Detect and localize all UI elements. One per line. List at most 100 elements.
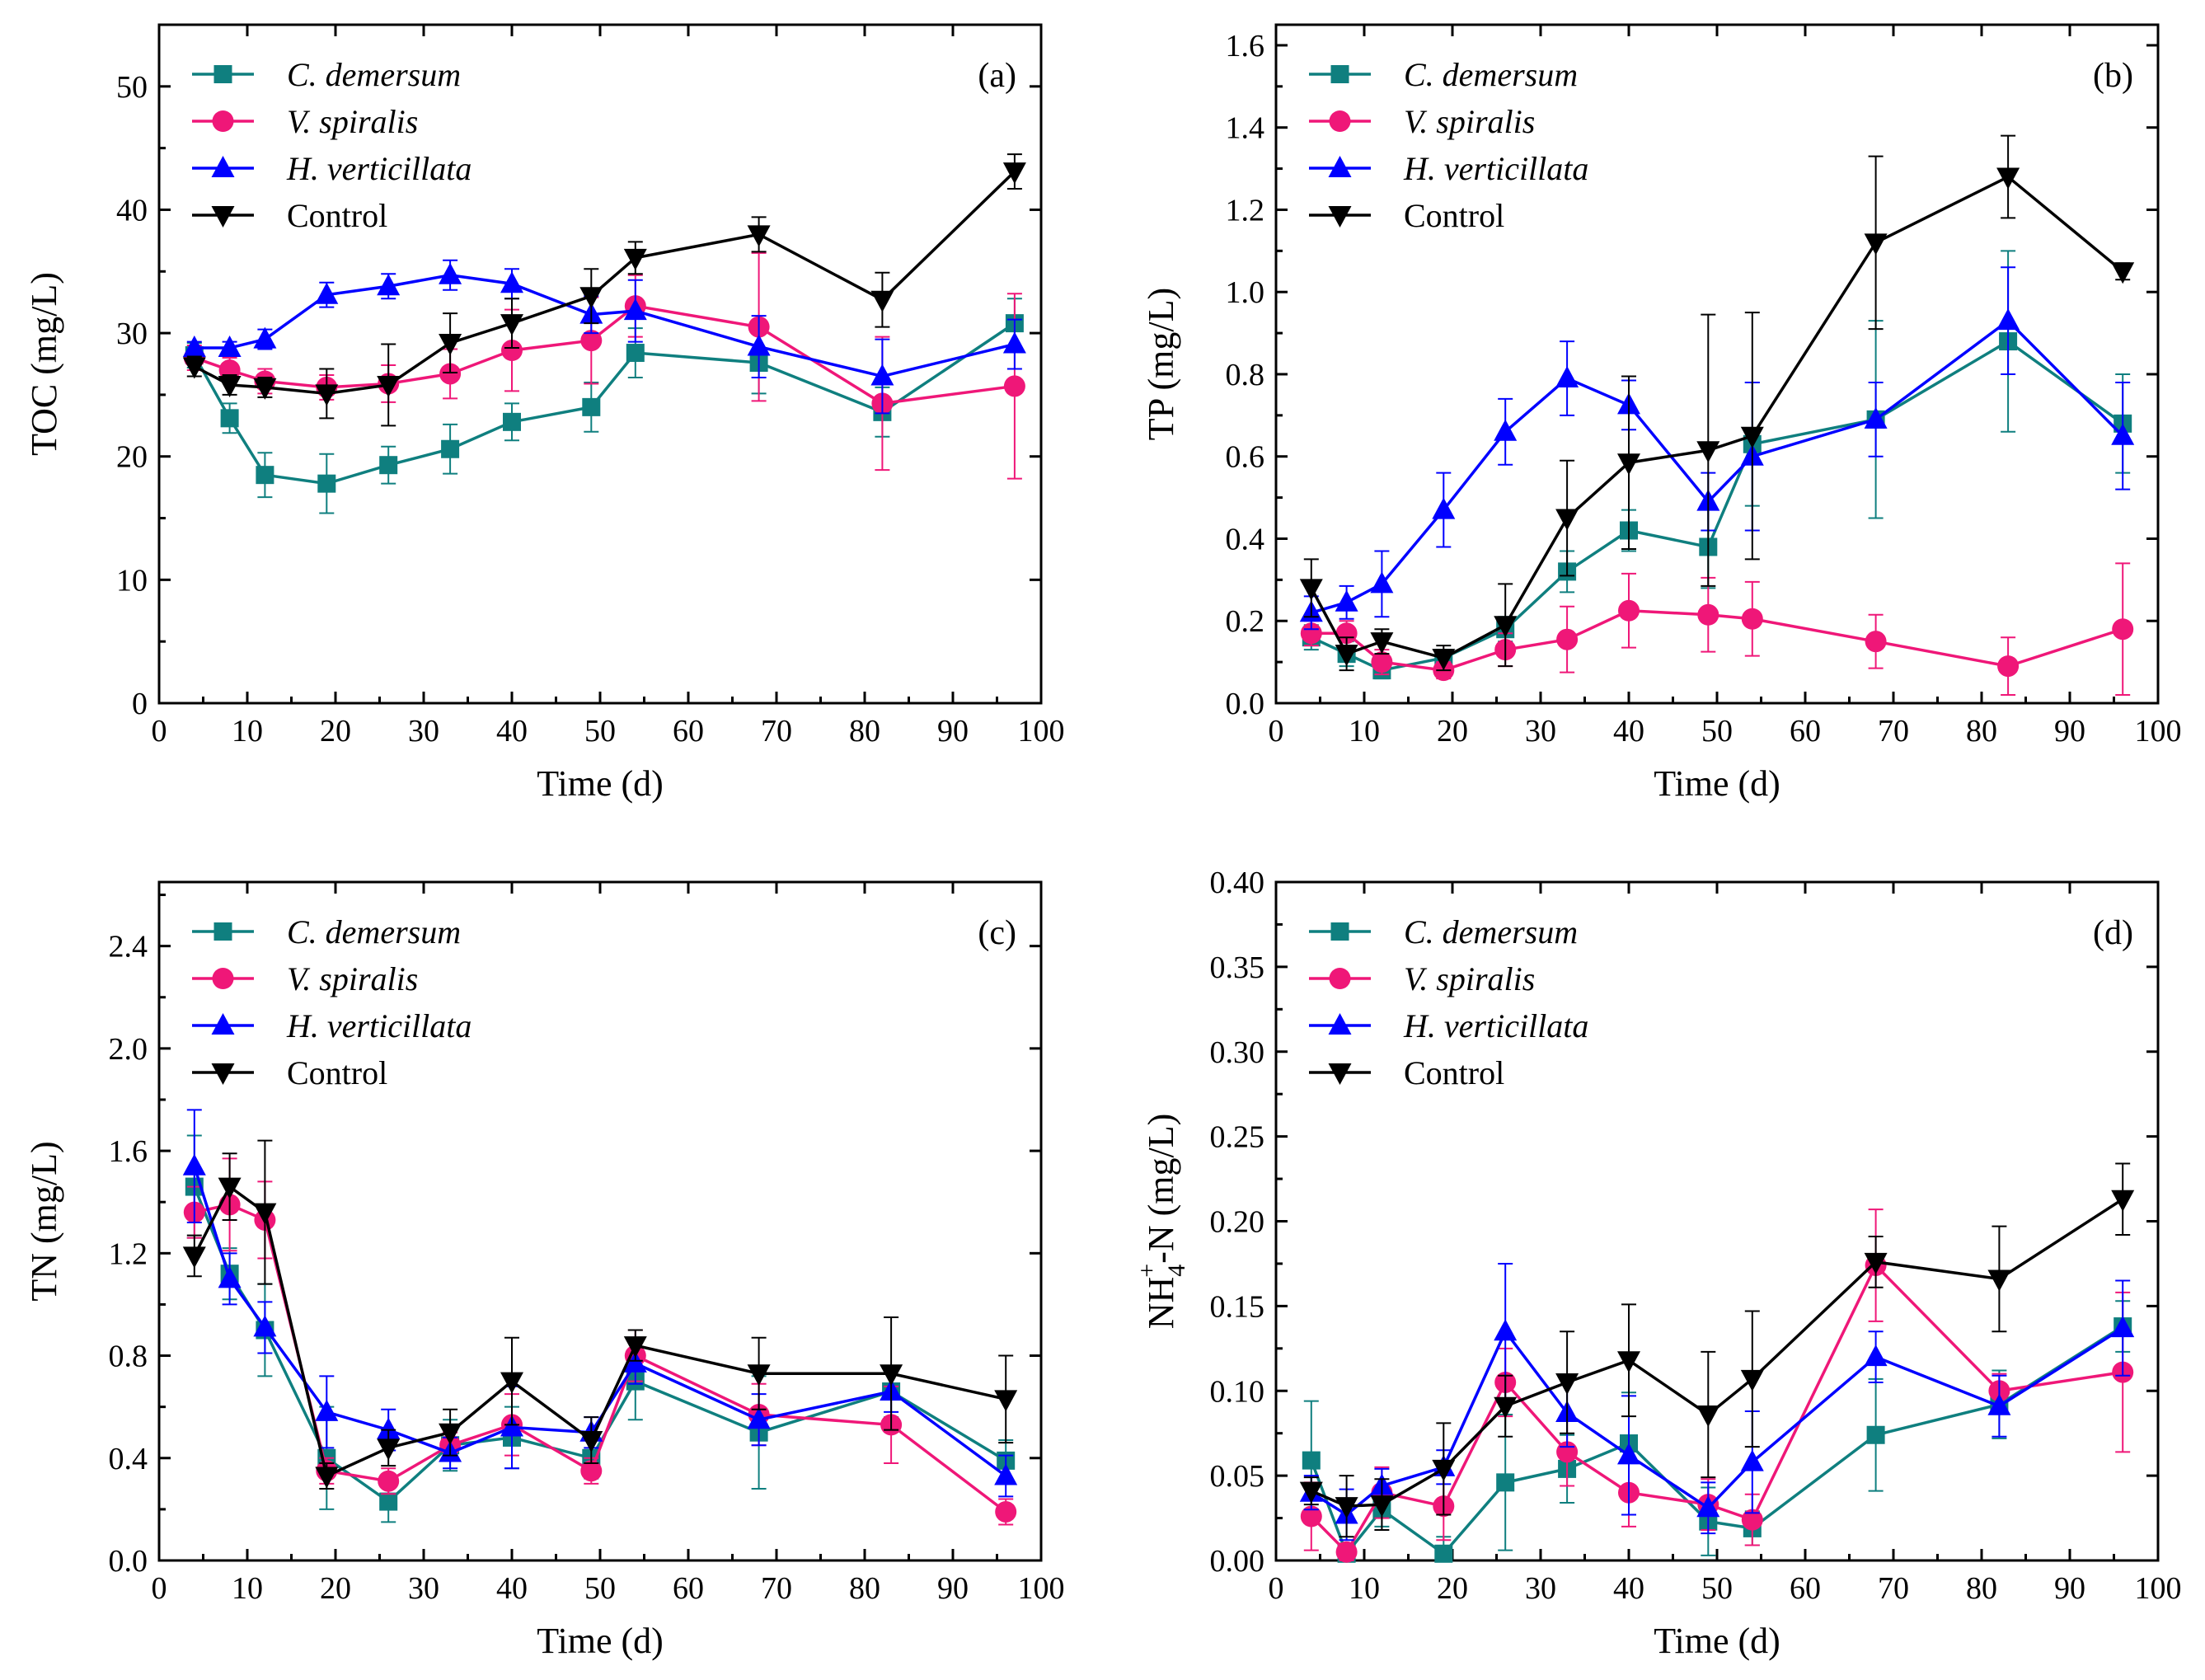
- legend: C. demersum V. spiralis H. verticillata Con…: [192, 913, 471, 1091]
- y-tick-label: 0.4: [1226, 522, 1265, 556]
- y-tick-label: 1.4: [1226, 111, 1265, 146]
- data-point: [1335, 1497, 1358, 1519]
- y-axis-label: NH4+-N (mg/L): [1133, 1114, 1190, 1330]
- data-point: [253, 1203, 277, 1225]
- data-point: [747, 1364, 771, 1387]
- data-point: [1617, 1443, 1640, 1465]
- series-v_spiralis: [1300, 1208, 2134, 1563]
- data-point: [1300, 622, 1322, 645]
- legend-marker: [211, 1013, 235, 1035]
- data-point: [2111, 262, 2135, 284]
- data-point: [1003, 375, 1025, 397]
- data-point: [1696, 1405, 1720, 1428]
- data-point: [501, 340, 523, 362]
- chart-panel-2: 0 10 20 30 40 50 60 70 80 90 100 0.0 0.2 0.4 0.6 0.8 1.0…: [1141, 23, 2182, 804]
- data-point: [1555, 509, 1579, 531]
- x-tick-label: 10: [232, 714, 263, 748]
- x-tick-label: 40: [1613, 1571, 1644, 1606]
- legend-marker: [1328, 206, 1352, 228]
- data-point: [378, 1470, 400, 1492]
- y-tick-label: 20: [116, 440, 148, 475]
- data-point: [1740, 1369, 1764, 1391]
- data-point: [870, 364, 894, 386]
- y-axis-label: TN (mg/L): [24, 1141, 64, 1301]
- data-point: [377, 1438, 401, 1461]
- data-point: [579, 1431, 603, 1453]
- legend-label: C. demersum: [1404, 56, 1578, 93]
- legend-label: Control: [287, 197, 387, 234]
- legend-marker: [211, 156, 235, 177]
- x-tick-label: 10: [1349, 1571, 1380, 1606]
- y-tick-label: 0.05: [1210, 1459, 1265, 1494]
- legend-marker: [211, 1063, 235, 1085]
- y-tick-label: 50: [116, 70, 148, 105]
- data-point: [1299, 1481, 1323, 1504]
- data-point: [1741, 608, 1763, 630]
- data-point: [1740, 1449, 1764, 1471]
- data-point: [1864, 1252, 1888, 1274]
- data-point: [1335, 589, 1358, 612]
- data-point: [253, 378, 277, 400]
- data-point: [503, 412, 521, 431]
- data-point: [218, 1177, 242, 1199]
- data-point: [1617, 1351, 1640, 1373]
- data-point: [1987, 1269, 2011, 1292]
- data-point: [623, 1336, 647, 1359]
- legend-label: H. verticillata: [1403, 150, 1588, 187]
- data-point: [1555, 365, 1579, 387]
- y-tick-label: 30: [116, 317, 148, 351]
- y-tick-label: 0: [132, 687, 148, 721]
- y-tick-label: 0.40: [1210, 866, 1265, 900]
- x-axis-label: Time (d): [537, 763, 664, 804]
- data-point: [315, 1399, 339, 1421]
- legend: C. demersum V. spiralis H. verticillata Con…: [192, 56, 471, 234]
- x-tick-label: 80: [849, 1571, 880, 1606]
- x-tick-label: 100: [2135, 1571, 2182, 1606]
- data-point: [1002, 162, 1026, 185]
- y-axis-label: TP (mg/L): [1141, 288, 1181, 440]
- data-point: [439, 334, 462, 356]
- data-point: [1556, 628, 1579, 650]
- x-tick-label: 10: [1349, 714, 1380, 748]
- data-point: [1997, 655, 2020, 678]
- data-point: [995, 1500, 1017, 1523]
- series-v_spiralis: [1300, 562, 2134, 697]
- legend-label: C. demersum: [287, 56, 461, 93]
- legend-label: V. spiralis: [287, 960, 418, 997]
- y-axis-label: TOC (mg/L): [24, 272, 64, 456]
- x-tick-label: 70: [1878, 1571, 1909, 1606]
- series-line: [193, 321, 1016, 486]
- data-point: [256, 466, 274, 485]
- y-tick-label: 0.10: [1210, 1374, 1265, 1409]
- data-point: [377, 375, 401, 397]
- data-point: [218, 1266, 242, 1288]
- panel-label: (d): [2093, 914, 2133, 952]
- data-point: [994, 1390, 1018, 1412]
- data-point: [1618, 599, 1640, 622]
- x-tick-label: 60: [673, 1571, 704, 1606]
- x-tick-label: 100: [2135, 714, 2182, 748]
- y-tick-label: 1.2: [1226, 193, 1265, 228]
- x-tick-label: 30: [1525, 1571, 1556, 1606]
- data-point: [253, 1315, 277, 1337]
- data-point: [1555, 1373, 1579, 1395]
- y-tick-label: 1.0: [1226, 275, 1265, 310]
- data-point: [880, 1364, 903, 1387]
- data-point: [439, 1423, 462, 1445]
- data-point: [1740, 426, 1764, 448]
- data-point: [218, 375, 242, 397]
- data-point: [582, 397, 601, 416]
- legend-label: Control: [287, 1054, 387, 1091]
- legend-marker: [213, 65, 232, 83]
- legend-marker: [1329, 968, 1351, 989]
- x-tick-label: 50: [1701, 714, 1733, 748]
- data-point: [1996, 167, 2020, 190]
- x-tick-label: 90: [937, 1571, 969, 1606]
- data-point: [379, 456, 398, 475]
- data-point: [218, 336, 242, 358]
- data-point: [1494, 1319, 1518, 1341]
- data-point: [1335, 645, 1358, 667]
- x-tick-label: 20: [1437, 1571, 1468, 1606]
- data-point: [2112, 618, 2134, 641]
- y-tick-label: 0.8: [1226, 358, 1265, 392]
